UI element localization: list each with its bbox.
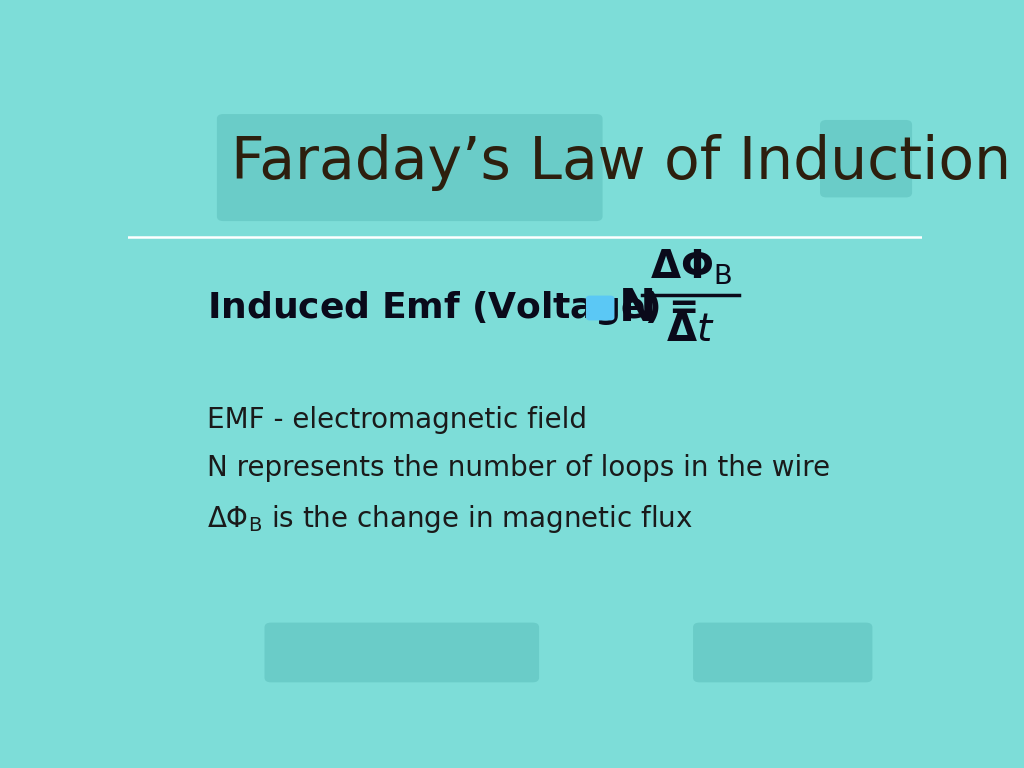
Text: $\mathbf{N}$: $\mathbf{N}$: [617, 286, 652, 329]
FancyBboxPatch shape: [264, 623, 539, 682]
Text: N represents the number of loops in the wire: N represents the number of loops in the …: [207, 454, 830, 482]
Text: $\mathbf{\Delta}\mathit{t}$: $\mathbf{\Delta}\mathit{t}$: [666, 312, 715, 349]
Text: Faraday’s Law of Induction: Faraday’s Law of Induction: [231, 134, 1012, 190]
FancyBboxPatch shape: [217, 114, 602, 221]
Text: $\mathbf{Induced\ Emf\ (Voltage)=}$: $\mathbf{Induced\ Emf\ (Voltage)=}$: [207, 289, 697, 327]
Text: EMF - electromagnetic field: EMF - electromagnetic field: [207, 406, 588, 434]
FancyBboxPatch shape: [586, 296, 614, 320]
Text: $\Delta\Phi_\mathrm{B}$ is the change in magnetic flux: $\Delta\Phi_\mathrm{B}$ is the change in…: [207, 502, 693, 535]
Text: $\mathbf{\Delta\Phi_{\mathrm{B}}}$: $\mathbf{\Delta\Phi_{\mathrm{B}}}$: [650, 248, 732, 287]
FancyBboxPatch shape: [693, 623, 872, 682]
FancyBboxPatch shape: [820, 120, 912, 197]
